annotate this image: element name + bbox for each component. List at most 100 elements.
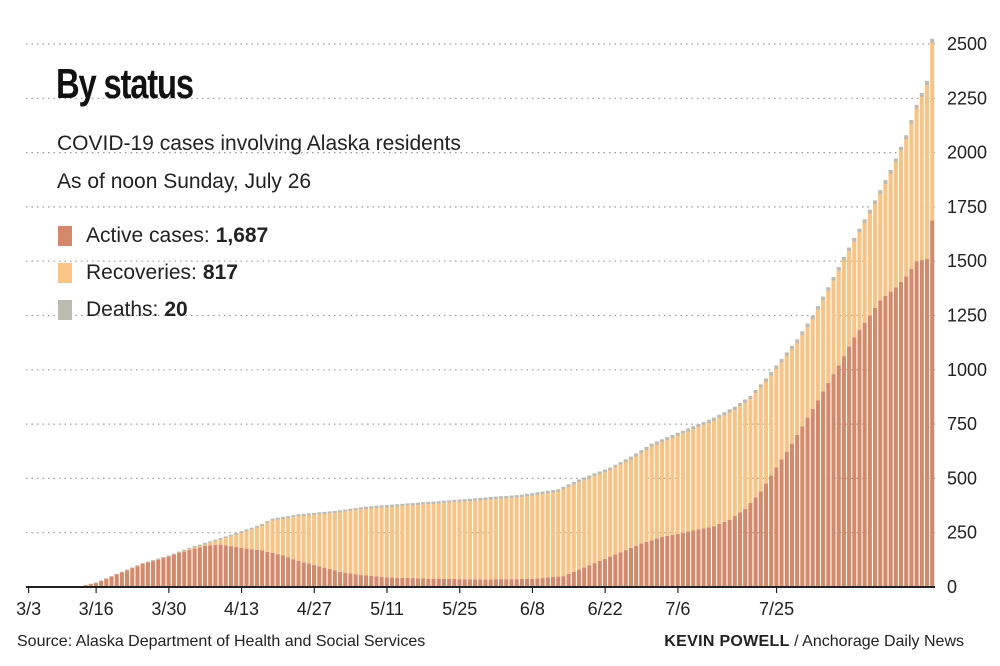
bar-active <box>540 578 545 587</box>
y-tick-label: 1250 <box>947 306 987 326</box>
bar-recoveries <box>686 431 691 532</box>
bar-active <box>426 578 431 587</box>
bar-active <box>701 528 706 587</box>
bar-recoveries <box>296 516 301 561</box>
bar-recoveries <box>571 484 576 572</box>
bar-deaths <box>327 511 332 514</box>
x-tick-label: 7/25 <box>759 599 794 619</box>
bar-deaths <box>249 527 254 530</box>
bar-recoveries <box>914 108 919 262</box>
bar-deaths <box>784 352 789 356</box>
bar-recoveries <box>831 280 836 375</box>
bar-active <box>613 554 618 587</box>
bar-deaths <box>852 237 857 242</box>
bar-active <box>608 556 613 587</box>
bar-recoveries <box>602 472 608 559</box>
bar-active <box>639 543 644 587</box>
bar-deaths <box>234 533 239 535</box>
bar-recoveries <box>862 222 867 323</box>
bar-deaths <box>748 395 753 400</box>
bar-deaths <box>114 573 119 575</box>
bar-active <box>789 443 795 587</box>
x-tick-label: 5/11 <box>370 599 404 619</box>
bar-active <box>634 545 639 587</box>
bar-deaths <box>358 507 363 510</box>
bar-recoveries <box>426 504 431 579</box>
bar-active <box>691 530 696 587</box>
bar-active <box>306 563 311 587</box>
bar-recoveries <box>628 459 633 548</box>
bar-recoveries <box>525 496 530 579</box>
bar-active <box>280 555 285 587</box>
bar-recoveries <box>275 519 280 555</box>
bar-deaths <box>826 287 831 291</box>
bar-active <box>550 577 556 587</box>
bar-deaths <box>452 499 457 503</box>
bar-recoveries <box>815 309 820 401</box>
bar-deaths <box>888 169 893 174</box>
credit-org: / Anchorage Daily News <box>789 633 964 650</box>
bar-recoveries <box>561 489 566 577</box>
bar-deaths <box>125 569 130 571</box>
bar-deaths <box>130 567 135 569</box>
legend-item-recoveries: Recoveries: 817 <box>58 254 268 291</box>
bar-deaths <box>525 493 530 497</box>
bar-active <box>197 547 202 587</box>
bar-recoveries <box>301 515 306 563</box>
bar-active <box>556 576 561 587</box>
legend-value-deaths: 20 <box>164 297 188 321</box>
bar-deaths <box>467 498 472 502</box>
bar-active <box>618 552 623 587</box>
bar-active <box>114 574 119 587</box>
bar-deaths <box>369 506 374 509</box>
bar-recoveries <box>260 525 265 551</box>
bar-recoveries <box>441 503 446 579</box>
bar-active <box>665 535 670 587</box>
y-tick-label: 250 <box>947 523 977 543</box>
bar-deaths <box>556 489 561 492</box>
bar-active <box>478 579 483 587</box>
bar-recoveries <box>753 393 758 498</box>
bar-deaths <box>550 490 556 493</box>
bar-deaths <box>597 471 602 475</box>
bar-deaths <box>924 80 930 86</box>
bar-recoveries <box>587 478 592 566</box>
bar-active <box>883 295 888 587</box>
bar-recoveries <box>639 453 644 544</box>
bar-active <box>649 540 654 587</box>
bar-active <box>187 550 192 587</box>
bar-deaths <box>592 473 597 477</box>
bar-recoveries <box>696 427 701 530</box>
bar-recoveries <box>670 438 675 535</box>
bar-deaths <box>166 555 171 557</box>
bar-deaths <box>561 486 566 490</box>
bar-active <box>140 563 145 587</box>
bar-active <box>431 578 436 587</box>
bar-active <box>119 572 124 587</box>
bar-active <box>410 578 415 587</box>
bar-active <box>706 527 711 587</box>
bar-deaths <box>405 503 410 506</box>
bar-recoveries <box>763 381 769 484</box>
chart-title: By status <box>56 60 194 107</box>
bar-active <box>686 531 691 587</box>
bar-active <box>602 558 608 587</box>
bar-active <box>374 576 379 587</box>
bar-active <box>644 541 649 587</box>
bar-active <box>904 276 909 587</box>
bar-deaths <box>332 510 337 514</box>
x-tick-label: 3/3 <box>16 599 41 619</box>
bar-recoveries <box>530 495 535 579</box>
bar-deaths <box>322 511 327 515</box>
bar-active <box>109 576 114 587</box>
bar-recoveries <box>836 270 841 366</box>
bar-active <box>748 502 753 587</box>
bar-recoveries <box>197 546 202 548</box>
bar-deaths <box>93 582 98 584</box>
bar-deaths <box>441 500 446 504</box>
y-axis-ticks: 0 250 500 750 1000 1250 1500 1750 2000 2250 2500 <box>947 34 987 597</box>
bar-deaths <box>727 409 732 413</box>
x-tick-label: 7/6 <box>665 599 690 619</box>
bar-active <box>182 551 187 587</box>
bar-deaths <box>135 565 140 567</box>
